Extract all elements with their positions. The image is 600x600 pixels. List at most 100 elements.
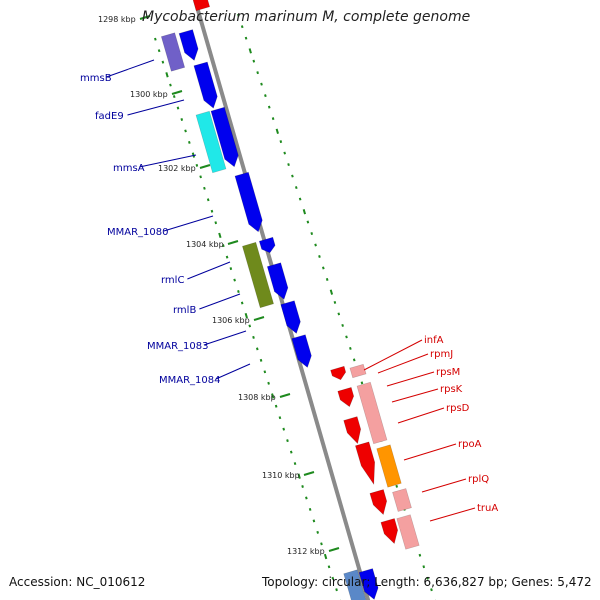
leader-mmsA <box>139 154 197 168</box>
kbp-tick-mark <box>139 15 151 20</box>
gc-mark-inner <box>274 404 278 408</box>
blue-cds-2 <box>193 61 218 109</box>
gc-mark-outer <box>271 117 275 121</box>
leader-rplQ <box>421 478 467 493</box>
gc-mark-outer <box>260 82 263 86</box>
gc-mark-outer <box>248 48 252 54</box>
kbp-tick-mark <box>279 393 291 398</box>
label-MMAR_1083: MMAR_1083 <box>147 341 209 352</box>
gc-mark-outer <box>345 335 348 339</box>
gc-mark-inner <box>278 416 282 420</box>
leader-truA <box>429 507 476 522</box>
gc-mark-inner <box>203 186 206 190</box>
gc-mark-inner <box>214 221 218 225</box>
gc-mark-inner <box>176 106 180 110</box>
gc-mark-outer <box>352 358 356 362</box>
gc-mark-outer <box>298 197 302 201</box>
leader-MMAR_1084 <box>215 363 251 380</box>
gc-mark-inner <box>206 198 210 202</box>
label-leaders <box>106 59 476 522</box>
gc-mark-inner <box>229 267 233 271</box>
leader-MMAR_1080 <box>163 215 214 232</box>
leader-rmlB <box>199 293 241 310</box>
gc-mark-inner <box>297 473 301 479</box>
gc-mark-inner <box>327 565 331 569</box>
leader-rpmJ <box>377 353 429 374</box>
gc-mark-outer <box>426 576 429 580</box>
gc-mark-inner <box>331 576 335 580</box>
gene-labels: mmsB fadE9 mmsA MMAR_1080 rmlC rmlB MMAR_1083 M… <box>80 73 498 514</box>
kbp-tick-mark <box>227 240 239 245</box>
label-rpoA: rpoA <box>458 439 482 450</box>
gc-mark-outer <box>325 277 329 281</box>
gene-features <box>160 0 420 600</box>
gc-mark-inner <box>180 118 184 121</box>
gc-mark-outer <box>264 94 267 98</box>
leader-MMAR_1083 <box>203 330 247 346</box>
kbp-tick-label: 1306 kbp <box>212 316 250 325</box>
summary-text: Topology: circular; Length: 6,636,827 bp… <box>262 575 592 589</box>
gc-mark-inner <box>335 588 338 592</box>
truA-feature <box>396 514 420 550</box>
gc-mark-inner <box>237 290 240 294</box>
gc-mark-inner <box>221 244 225 248</box>
leader-rpsD <box>397 407 445 424</box>
gc-mark-inner <box>271 393 275 399</box>
gc-mark-outer <box>395 484 399 488</box>
rpoA-feature <box>376 444 402 488</box>
blue-cds-3 <box>210 106 239 168</box>
kbp-tick-label: 1304 kbp <box>186 240 224 249</box>
label-rpmJ: rpmJ <box>430 349 453 360</box>
infA-feature <box>349 363 367 379</box>
gc-mark-inner <box>199 175 202 179</box>
leader-rmlC <box>187 261 231 280</box>
gc-mark-inner <box>188 140 191 144</box>
gc-mark-outer <box>237 13 240 17</box>
kbp-tick-label: 1300 kbp <box>130 90 168 99</box>
gc-mark-outer <box>337 312 341 316</box>
gc-mark-inner <box>195 163 199 167</box>
gc-mark-outer <box>329 289 334 295</box>
bottom-blue-cds <box>358 568 379 600</box>
kbp-tick-mark <box>171 90 183 95</box>
gc-mark-inner <box>267 381 270 385</box>
ribosomal-protein-gene-2 <box>337 387 355 408</box>
gc-mark-outer <box>302 209 307 215</box>
gc-mark-outer <box>275 128 279 134</box>
blue-cds-7 <box>280 300 301 334</box>
leader-fadE9 <box>127 99 185 116</box>
gc-mark-outer <box>360 381 364 385</box>
gc-mark-outer <box>252 59 256 63</box>
gc-mark-outer <box>333 300 337 304</box>
gc-mark-inner <box>165 72 169 78</box>
gc-mark-inner <box>282 427 286 431</box>
mmsB-feature <box>160 32 186 72</box>
label-rmlC: rmlC <box>161 275 184 286</box>
label-infA: infA <box>424 335 444 346</box>
kbp-tick-mark <box>253 316 265 321</box>
gc-mark-inner <box>210 209 214 213</box>
gc-mark-inner <box>154 37 157 41</box>
gc-mark-inner <box>184 129 187 133</box>
gc-mark-inner <box>248 324 252 328</box>
gc-mark-inner <box>293 462 297 466</box>
gc-mark-inner <box>308 507 312 511</box>
leader-rpsM <box>386 371 435 387</box>
gc-mark-outer <box>294 186 298 190</box>
kbp-tick-mark <box>199 164 211 169</box>
accession-text: Accession: NC_010612 <box>9 575 146 589</box>
gc-mark-inner <box>289 450 293 454</box>
ribosomal-protein-gene-5 <box>369 489 388 516</box>
gc-mark-outer <box>291 174 294 178</box>
label-rpsD: rpsD <box>446 403 470 414</box>
gc-mark-outer <box>283 151 287 155</box>
backbone-line <box>193 0 371 600</box>
gc-mark-inner <box>157 49 161 53</box>
label-rpsM: rpsM <box>436 367 460 378</box>
blue-cds-4 <box>234 171 263 233</box>
gc-mark-inner <box>240 301 244 305</box>
gc-mark-outer <box>267 105 271 109</box>
label-truA: truA <box>477 503 498 514</box>
gc-mark-outer <box>418 553 422 557</box>
